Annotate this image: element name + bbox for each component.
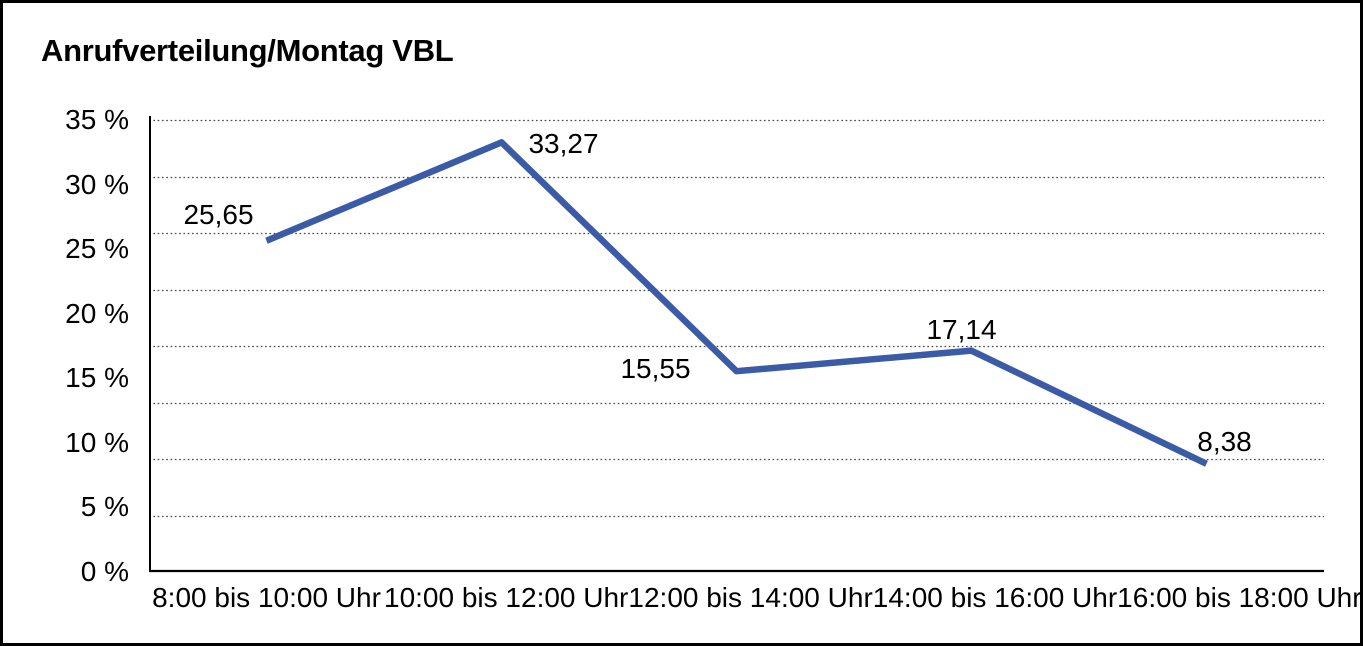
data-point-label: 8,38 <box>1197 425 1252 457</box>
x-category-label: 12:00 bis 14:00 Uhr <box>628 582 873 613</box>
data-point-label: 33,27 <box>528 128 599 160</box>
gridlines <box>149 119 1324 518</box>
y-tick-label: 30 % <box>65 168 129 200</box>
data-point-label: 15,55 <box>620 353 691 385</box>
plot-area <box>149 116 1324 573</box>
y-tick-label: 25 % <box>65 233 129 265</box>
y-tick-label: 5 % <box>80 491 129 523</box>
y-tick-label: 0 % <box>80 556 129 587</box>
y-tick-label: 10 % <box>65 426 129 458</box>
x-category-label: 8:00 bis 10:00 Uhr <box>152 582 381 613</box>
x-category-label: 10:00 bis 12:00 Uhr <box>384 582 629 613</box>
data-point-label: 17,14 <box>926 313 997 345</box>
x-category-label: 14:00 bis 16:00 Uhr <box>872 582 1118 613</box>
y-tick-label: 20 % <box>65 297 129 329</box>
x-category-label: 16:00 bis 18:00 Uhr <box>1117 582 1362 613</box>
y-tick-label: 35 % <box>65 104 129 135</box>
y-tick-label: 15 % <box>65 362 129 394</box>
data-point-label: 25,65 <box>183 198 254 230</box>
data-line-series <box>265 139 1208 467</box>
chart-title: Anrufverteilung/Montag VBL <box>41 33 454 68</box>
x-axis-category-labels: 8:00 bis 10:00 Uhr 10:00 bis 12:00 Uhr 12:… <box>149 581 1360 615</box>
